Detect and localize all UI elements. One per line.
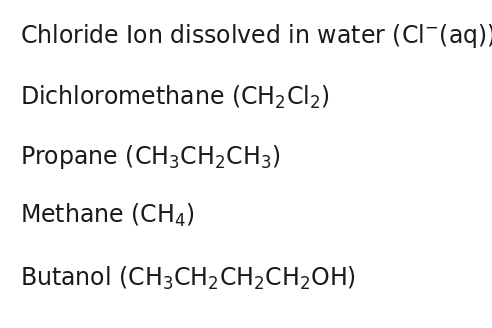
Text: Dichloromethane (CH$_{2}$Cl$_{2}$): Dichloromethane (CH$_{2}$Cl$_{2}$) — [20, 84, 330, 111]
Text: Methane (CH$_{4}$): Methane (CH$_{4}$) — [20, 202, 194, 229]
Text: Butanol (CH$_{3}$CH$_{2}$CH$_{2}$CH$_{2}$OH): Butanol (CH$_{3}$CH$_{2}$CH$_{2}$CH$_{2}… — [20, 264, 356, 292]
Text: Propane (CH$_{3}$CH$_{2}$CH$_{3}$): Propane (CH$_{3}$CH$_{2}$CH$_{3}$) — [20, 143, 280, 171]
Text: Chloride Ion dissolved in water (Cl$^{-}$(aq)): Chloride Ion dissolved in water (Cl$^{-}… — [20, 22, 492, 50]
